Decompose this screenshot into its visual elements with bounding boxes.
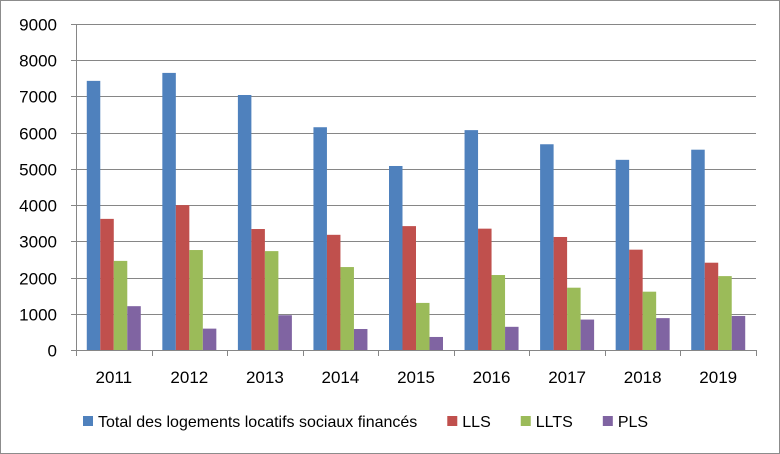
bar-lls-2017 [553,236,568,350]
bar-llts-2017 [567,287,581,350]
legend-label: LLS [462,414,490,431]
bar-lls-2018 [629,249,643,350]
legend-swatch [602,416,613,426]
bar-pls-2013 [278,315,292,350]
bar-llts-2011 [113,260,128,350]
x-tick-label: 2013 [246,368,284,387]
x-tick-label: 2019 [699,368,737,387]
y-tick-label: 6000 [19,125,57,144]
bar-llts-2012 [189,250,203,350]
x-tick-label: 2017 [548,368,586,387]
bar-total-des-logements-locatifs-sociaux-financ-s-2019 [691,149,705,350]
x-tick-label: 2014 [322,368,360,387]
y-tick-label: 8000 [19,52,57,71]
bar-total-des-logements-locatifs-sociaux-financ-s-2017 [540,144,554,350]
bar-pls-2018 [656,318,670,350]
legend: Total des logements locatifs sociaux fin… [83,414,648,431]
y-tick-labels: 0 1000 2000 3000 4000 5000 6000 7000 8000 9000 [19,16,57,361]
bar-lls-2011 [100,218,114,350]
bar-llts-2013 [264,251,279,350]
bar-total-des-logements-locatifs-sociaux-financ-s-2013 [237,94,252,351]
legend-label: LLTS [536,414,573,431]
x-tick-labels: 2011 2012 2013 2014 2015 2016 2017 2018 2019 [95,368,737,387]
x-tick-label: 2011 [95,368,132,387]
bar-llts-2018 [642,291,657,350]
bar-llts-2019 [718,276,732,350]
x-tick-label: 2018 [624,368,662,387]
legend-swatch [447,416,458,426]
bar-total-des-logements-locatifs-sociaux-financ-s-2016 [464,130,479,350]
y-tick-label: 7000 [19,88,57,107]
legend-label: Total des logements locatifs sociaux fin… [98,414,417,431]
bar-lls-2013 [251,229,265,350]
legend-swatch [83,416,93,426]
bar-pls-2017 [580,319,595,350]
y-tick-label: 1000 [19,306,57,325]
legend-swatch [520,416,531,426]
bar-total-des-logements-locatifs-sociaux-financ-s-2015 [389,165,403,350]
bars [86,72,746,351]
y-tick-label: 5000 [19,161,57,180]
bar-llts-2014 [340,267,354,350]
bar-total-des-logements-locatifs-sociaux-financ-s-2011 [86,80,101,350]
bar-pls-2015 [429,336,443,350]
bar-pls-2019 [731,315,746,350]
bar-pls-2011 [127,306,141,350]
bar-total-des-logements-locatifs-sociaux-financ-s-2012 [162,72,176,351]
bar-lls-2014 [326,234,341,350]
bar-pls-2016 [505,326,519,350]
y-tick-label: 3000 [19,233,57,252]
bar-lls-2012 [175,205,190,350]
x-tick-label: 2012 [170,368,208,387]
y-tick-label: 2000 [19,270,57,289]
bar-total-des-logements-locatifs-sociaux-financ-s-2014 [313,127,327,350]
x-tick-label: 2015 [397,368,435,387]
x-tick-label: 2016 [473,368,511,387]
bar-llts-2015 [416,302,430,350]
y-tick-label: 0 [48,342,57,361]
bar-lls-2019 [704,262,719,350]
legend-label: PLS [618,414,648,431]
bar-total-des-logements-locatifs-sociaux-financ-s-2018 [615,159,630,350]
y-tick-label: 4000 [19,197,57,216]
y-tick-label: 9000 [19,16,57,35]
bar-pls-2014 [353,328,368,350]
axes [71,24,757,356]
bar-pls-2012 [202,328,217,350]
bar-llts-2016 [491,275,506,350]
bar-lls-2016 [478,228,492,350]
bar-lls-2015 [402,226,416,350]
